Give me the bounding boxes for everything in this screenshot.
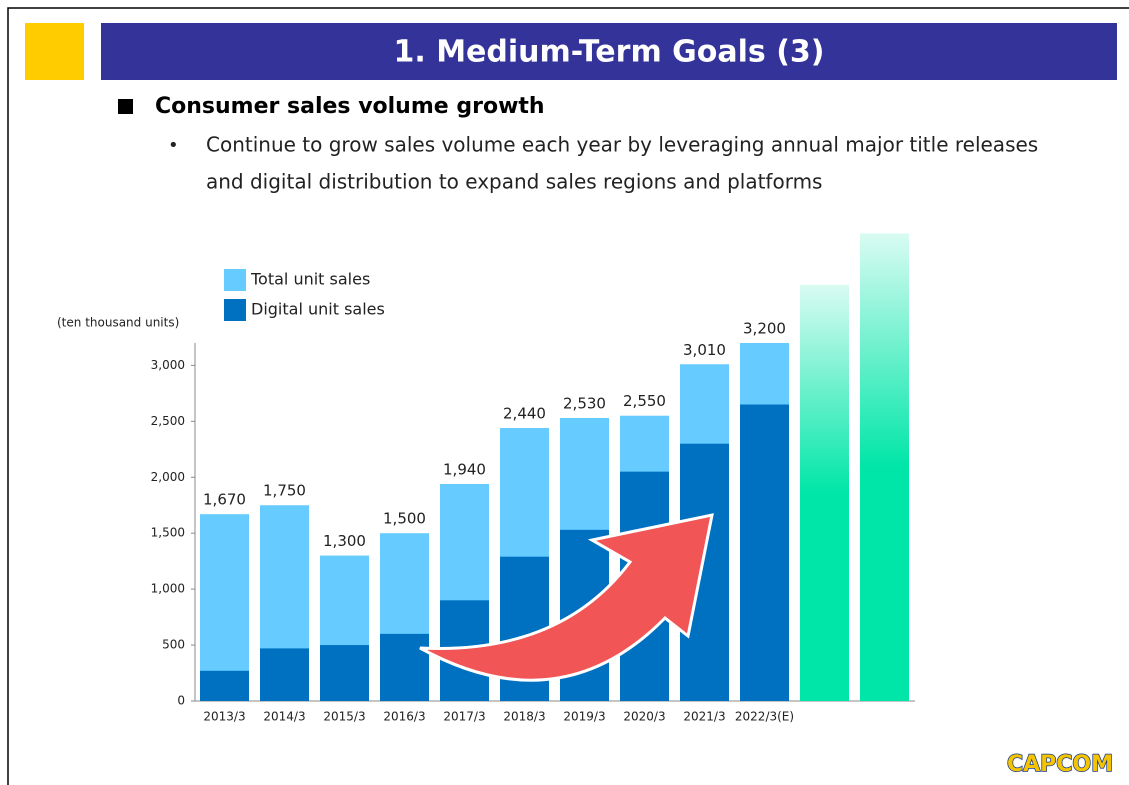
heading: Consumer sales volume growth [155, 94, 545, 119]
x-tick-label: 2016/3 [383, 710, 425, 724]
bullet-line: Continue to grow sales volume each year … [206, 133, 1038, 157]
y-tick-label: 2,000 [151, 470, 185, 484]
bar [800, 284, 849, 701]
y-tick-label: 1,500 [151, 526, 185, 540]
logo: CAPCOM [1007, 752, 1113, 777]
slide-border [7, 7, 1129, 785]
data-label: 1,300 [323, 532, 366, 550]
x-tick-label: 2020/3 [623, 710, 665, 724]
data-label: 3,200 [743, 320, 786, 338]
data-label: 1,750 [263, 482, 306, 500]
y-tick-label: 3,000 [151, 358, 185, 372]
x-tick-label: 2014/3 [263, 710, 305, 724]
x-tick-label: 2013/3 [203, 710, 245, 724]
x-tick-label: 2018/3 [503, 710, 545, 724]
legend-label: Total unit sales [250, 270, 370, 289]
data-label: 2,440 [503, 405, 546, 423]
bar [740, 404, 789, 701]
y-tick-label: 2,500 [151, 414, 185, 428]
data-label: 2,550 [623, 392, 666, 410]
y-tick-label: 1,000 [151, 582, 185, 596]
y-axis-label: (ten thousand units) [57, 316, 179, 330]
x-tick-label: 2021/3 [683, 710, 725, 724]
bullet-dot: • [168, 135, 179, 156]
legend-label: Digital unit sales [251, 300, 385, 319]
bar [380, 633, 429, 701]
data-label: 1,940 [443, 460, 486, 478]
data-label: 2,530 [563, 394, 606, 412]
legend-swatch [224, 299, 246, 321]
bar [860, 233, 909, 702]
legend-swatch [224, 269, 246, 291]
bullet-line: and digital distribution to expand sales… [206, 170, 822, 194]
x-tick-label: 2019/3 [563, 710, 605, 724]
y-tick-label: 0 [177, 694, 185, 708]
accent-square [25, 23, 84, 80]
growth-arrow [419, 513, 714, 682]
title-bar [101, 23, 1117, 80]
data-label: 3,010 [683, 341, 726, 359]
bar [320, 645, 369, 701]
bullet-square [118, 99, 133, 114]
x-tick-label: 2015/3 [323, 710, 365, 724]
y-tick-label: 500 [162, 638, 185, 652]
bar [260, 648, 309, 701]
bar [200, 514, 249, 701]
plot: 0 500 1,000 1,500 2,000 2,500 3,000 2013/3 2014/… [151, 233, 915, 724]
data-label: 1,500 [383, 510, 426, 528]
x-tick-label: 2017/3 [443, 710, 485, 724]
x-tick-label: 2022/3(E) [735, 710, 794, 724]
slide-title: 1. Medium-Term Goals (3) [393, 35, 824, 70]
data-label: 1,670 [203, 491, 246, 509]
bar [200, 670, 249, 701]
